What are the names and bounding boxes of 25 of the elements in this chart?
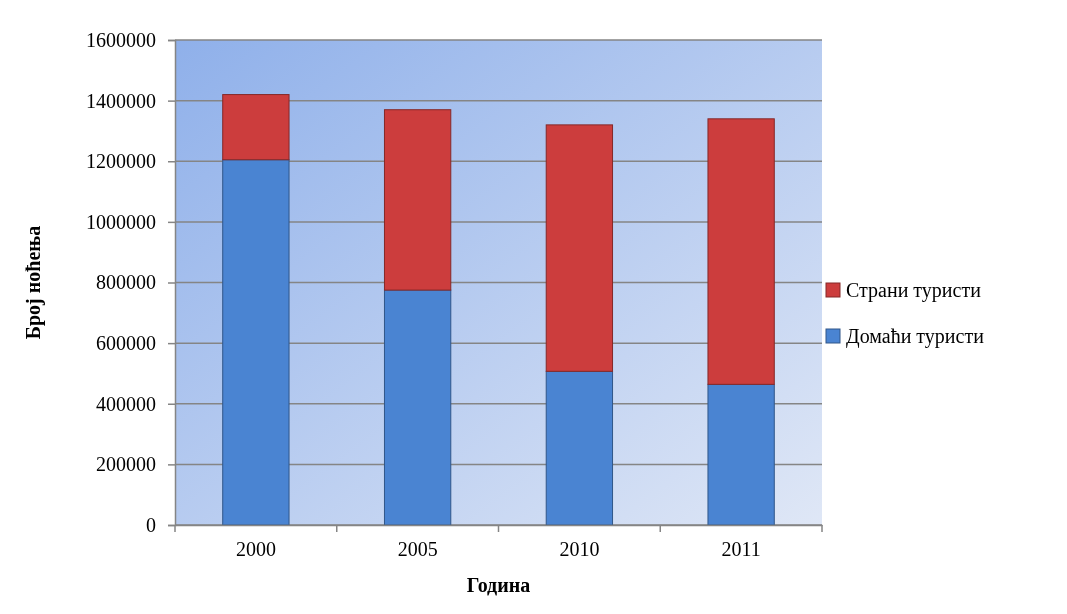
- y-tick-label: 1600000: [86, 28, 156, 51]
- bar: [222, 159, 290, 526]
- y-axis-title: Број ноћења: [22, 225, 45, 340]
- bar: [707, 118, 775, 385]
- x-axis-title: Година: [466, 574, 531, 596]
- bar: [383, 289, 452, 526]
- bar: [222, 94, 290, 161]
- bar: [545, 124, 614, 372]
- legend-label: Страни туристи: [846, 279, 982, 302]
- x-tick-label: 2000: [235, 538, 276, 561]
- y-tick-label: 400000: [96, 392, 156, 415]
- y-tick-label: 1000000: [86, 210, 156, 233]
- x-tick-label: 2011: [721, 538, 761, 561]
- bar: [383, 109, 452, 291]
- bar: [707, 383, 775, 526]
- y-tick-label: 0: [146, 513, 156, 536]
- y-tick-label: 200000: [96, 453, 156, 476]
- x-tick-label: 2005: [397, 538, 438, 561]
- y-tick-label: 1200000: [86, 150, 156, 173]
- y-tick-label: 800000: [96, 271, 156, 294]
- x-tick-label: 2010: [559, 538, 600, 561]
- legend-label: Домаћи туристи: [846, 325, 985, 348]
- bar: [545, 370, 614, 526]
- y-tick-label: 600000: [96, 332, 156, 355]
- y-tick-label: 1400000: [86, 89, 156, 112]
